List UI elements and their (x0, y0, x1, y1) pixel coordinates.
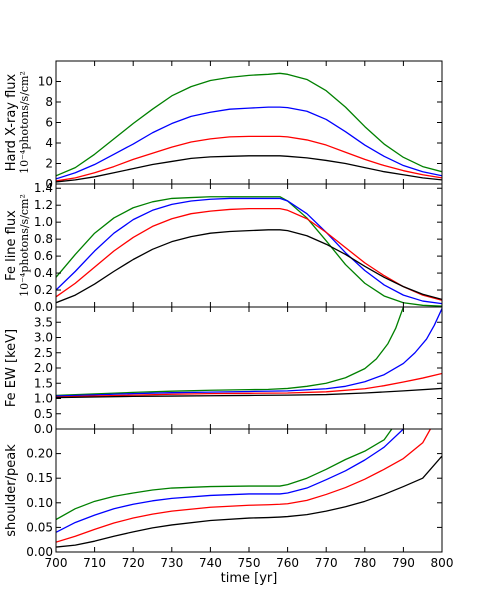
series-line-fe-line-flux-3 (56, 229, 442, 304)
y-tick-label-fe-line-flux: 0.8 (34, 232, 53, 246)
y-tick-label-hard-xray-flux: 10 (38, 75, 53, 89)
y-tick-label-hard-xray-flux: 8 (45, 95, 53, 109)
x-tick-label: 790 (392, 556, 415, 570)
y-tick-label-fe-line-flux: 1.0 (34, 215, 53, 229)
y-tick-label-shoulder-peak: 0.15 (26, 471, 53, 485)
x-tick-label: 700 (45, 556, 68, 570)
panel-fe-line-flux: 0.0 0.2 0.4 0.6 0.8 1.0 1.2 1.4 Fe line flux 10⁻⁴… (4, 181, 443, 314)
y-tick-label-fe-line-flux: 0.0 (34, 300, 53, 314)
y-tick-label-fe-ew: 2.0 (34, 361, 53, 375)
y-tick-label-shoulder-peak: 0.00 (26, 545, 53, 559)
y-tick-label-fe-line-flux: 1.4 (34, 181, 53, 195)
y-tick-label-fe-ew: 1.0 (34, 392, 53, 406)
y-tick-label-fe-line-flux: 0.2 (34, 283, 53, 297)
series-line-shoulder-peak-3 (56, 455, 442, 548)
x-tick-label: 720 (122, 556, 145, 570)
series-line-fe-line-flux-2 (56, 207, 442, 301)
series-line-shoulder-peak-2 (56, 429, 431, 543)
x-tick-label: 760 (276, 556, 299, 570)
series-line-hard-xray-flux-0 (56, 72, 442, 177)
x-tick-label: 770 (315, 556, 338, 570)
x-axis-label: time [yr] (221, 571, 278, 586)
y-tick-label-hard-xray-flux: 6 (45, 116, 53, 130)
y-tick-label-hard-xray-flux: 2 (45, 157, 53, 171)
y-tick-label-shoulder-peak: 0.05 (26, 520, 53, 534)
y-axis-units-fe-line-flux: 10⁻⁴photons/s/cm² (18, 194, 31, 297)
x-tick-label: 750 (238, 556, 261, 570)
series-line-fe-ew-1 (56, 308, 442, 397)
y-tick-label-fe-ew: 0.5 (34, 407, 53, 421)
y-tick-label-fe-line-flux: 1.2 (34, 198, 53, 212)
series-line-fe-ew-2 (56, 372, 442, 398)
y-tick-label-fe-ew: 0.0 (34, 422, 53, 436)
y-tick-label-shoulder-peak: 0.10 (26, 496, 53, 510)
y-tick-label-fe-line-flux: 0.4 (34, 266, 53, 280)
y-tick-label-hard-xray-flux: 4 (45, 136, 53, 150)
y-axis-label-fe-line-flux: Fe line flux (4, 210, 19, 281)
y-tick-label-fe-ew: 3.5 (34, 315, 53, 329)
y-tick-label-hard-xray-flux: 0 (45, 177, 53, 191)
series-line-fe-line-flux-0 (56, 196, 442, 307)
x-tick-label: 710 (83, 556, 106, 570)
panel-shoulder-peak: 0.00 0.05 0.10 0.15 0.20 shoulder/peak (4, 428, 443, 559)
series-line-shoulder-peak-1 (56, 429, 404, 533)
x-tick-label: 780 (353, 556, 376, 570)
y-tick-label-fe-ew: 3.0 (34, 331, 53, 345)
series-line-hard-xray-flux-1 (56, 106, 442, 180)
y-tick-label-fe-ew: 1.5 (34, 376, 53, 390)
y-axis-units-hard-xray-flux: 10⁻⁴photons/s/cm² (18, 71, 31, 174)
series-line-fe-ew-3 (56, 387, 442, 399)
y-tick-label-fe-ew: 2.5 (34, 346, 53, 360)
y-axis-label-fe-ew: Fe EW [keV] (4, 329, 19, 407)
x-tick-label: 740 (199, 556, 222, 570)
panel-hard-xray-flux: 0 2 4 6 8 10 Hard X-ray flux 10⁻⁴photons/s/cm² (4, 60, 443, 191)
y-tick-label-fe-line-flux: 0.6 (34, 249, 53, 263)
y-axis-label-shoulder-peak: shoulder/peak (4, 444, 19, 537)
axes-frame-fe-ew (55, 306, 443, 430)
series-line-shoulder-peak-0 (56, 429, 393, 521)
axes-frame-fe-line-flux (55, 183, 443, 308)
series-line-hard-xray-flux-2 (56, 135, 442, 182)
series-line-hard-xray-flux-3 (56, 155, 442, 183)
panel-fe-ew: 0.00.51.0 1.52.02.53.0 3.5 Fe EW [keV] (4, 306, 443, 436)
series-line-fe-ew-0 (56, 307, 405, 397)
y-tick-label-shoulder-peak: 0.20 (26, 447, 53, 461)
x-tick-label: 800 (431, 556, 454, 570)
y-axis-label-hard-xray-flux: Hard X-ray flux (4, 73, 19, 171)
x-tick-label: 730 (160, 556, 183, 570)
series-line-fe-line-flux-1 (56, 197, 442, 305)
